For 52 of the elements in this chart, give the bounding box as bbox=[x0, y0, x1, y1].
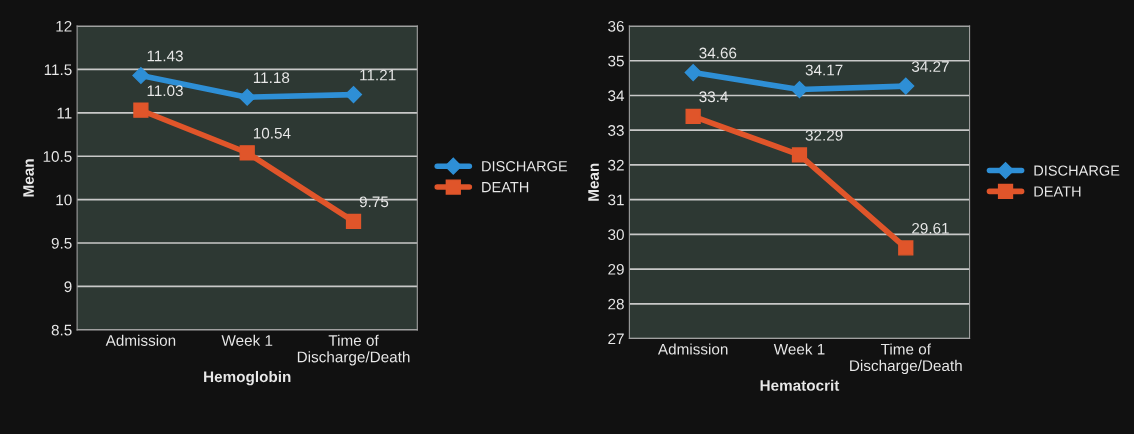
y-tick-label: 9.5 bbox=[51, 237, 72, 249]
y-axis-title: Mean bbox=[588, 163, 599, 201]
data-label: 32.29 bbox=[805, 129, 843, 141]
y-tick-label: 31 bbox=[608, 194, 624, 206]
legend-label: DEATH bbox=[482, 182, 529, 193]
data-label: 11.43 bbox=[147, 50, 183, 62]
point bbox=[345, 213, 362, 229]
y-tick-label: 11 bbox=[57, 107, 72, 119]
legend-label: DISCHARGE bbox=[482, 161, 568, 172]
data-label: 34.17 bbox=[805, 64, 843, 76]
point bbox=[238, 88, 256, 106]
y-tick-label: 10 bbox=[56, 194, 72, 206]
y-tick-label: 32 bbox=[608, 159, 624, 171]
y-tick-label: 35 bbox=[608, 55, 624, 67]
x-tick-label: Admission bbox=[105, 334, 176, 346]
y-tick-label: 10.5 bbox=[43, 151, 72, 162]
point bbox=[239, 145, 255, 161]
point bbox=[132, 66, 150, 85]
x-tick-label: Time of Discharge/Death bbox=[297, 334, 410, 366]
point bbox=[898, 240, 914, 256]
x-tick-label: Week 1 bbox=[773, 343, 825, 355]
x-axis-title: Hematocrit bbox=[760, 379, 840, 391]
data-label: 10.54 bbox=[253, 127, 291, 139]
y-tick-label: 11.5 bbox=[44, 64, 72, 76]
data-label: 11.03 bbox=[147, 85, 183, 97]
y-tick-label: 27 bbox=[608, 333, 624, 345]
data-label: 11.18 bbox=[253, 72, 290, 84]
x-tick-label: Time of Discharge/Death bbox=[850, 343, 962, 375]
x-tick-label: Week 1 bbox=[221, 334, 273, 346]
legend-label: DISCHARGE bbox=[1034, 165, 1120, 176]
point bbox=[684, 64, 702, 82]
y-tick-label: 8.5 bbox=[51, 324, 72, 336]
data-label: 34.66 bbox=[699, 47, 737, 59]
point bbox=[133, 102, 149, 118]
y-tick-label: 12 bbox=[56, 20, 72, 32]
legend-label: DEATH bbox=[1034, 186, 1081, 197]
y-tick-label: 34 bbox=[608, 90, 625, 102]
x-axis-title: Hemoglobin bbox=[204, 370, 291, 386]
y-tick-label: 36 bbox=[608, 20, 624, 32]
point bbox=[791, 147, 808, 163]
y-tick-label: 30 bbox=[608, 229, 624, 241]
data-label: 34.27 bbox=[911, 61, 949, 72]
point bbox=[685, 108, 701, 124]
y-tick-label: 33 bbox=[608, 125, 624, 136]
data-label: 29.61 bbox=[912, 222, 949, 234]
y-tick-label: 9 bbox=[64, 281, 72, 293]
y-tick-label: 28 bbox=[608, 298, 624, 310]
x-tick-label: Admission bbox=[657, 343, 728, 355]
y-tick-label: 29 bbox=[608, 263, 624, 275]
y-axis-title: Mean bbox=[23, 159, 34, 197]
point bbox=[897, 77, 915, 95]
data-label: 11.21 bbox=[360, 69, 396, 81]
